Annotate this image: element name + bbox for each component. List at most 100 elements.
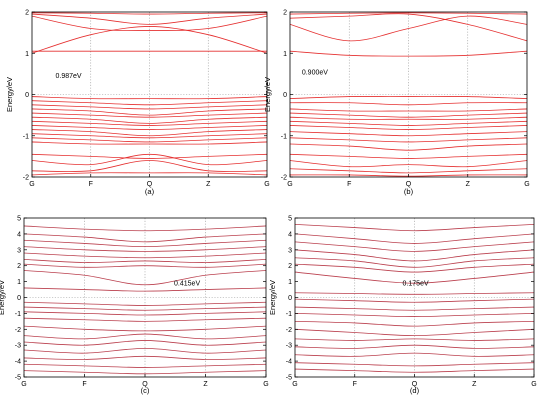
panel-2: -5 -4 -3 -2 -1 0 1 2 3 4 5 G F Q Z G Energy/eV 0.415eV (c)	[0, 216, 269, 396]
x-tick-label: G	[524, 181, 529, 188]
band-line-0	[24, 225, 266, 232]
y-tick-label: 0	[283, 92, 287, 99]
band-line-0	[295, 223, 534, 232]
panel-caption: (c)	[141, 386, 150, 395]
band-line-14	[290, 153, 527, 159]
x-tick-label: Z	[472, 381, 477, 388]
band-line-1	[295, 233, 534, 244]
x-tick-label: G	[29, 181, 34, 188]
band-line-14	[32, 133, 267, 139]
band-line-11	[290, 131, 527, 137]
band-line-20	[32, 172, 267, 176]
band-line-6	[32, 100, 267, 106]
band-line-6	[24, 263, 266, 268]
band-line-8	[290, 116, 527, 120]
band-line-16	[290, 168, 527, 174]
x-tick-label: F	[89, 181, 93, 188]
y-tick-label: 2	[25, 10, 29, 17]
y-tick-label: -1	[281, 133, 287, 140]
band-line-7	[290, 112, 527, 118]
band-line-3	[32, 13, 267, 25]
band-line-8	[32, 108, 267, 116]
band-line-12	[290, 137, 527, 143]
y-tick-label: 1	[25, 51, 29, 58]
y-tick-label: -4	[15, 359, 21, 366]
x-tick-label: Q	[406, 181, 412, 188]
band-line-7	[32, 104, 267, 110]
x-tick-label: Q	[142, 381, 148, 388]
band-line-8	[24, 287, 266, 292]
band-line-19	[24, 370, 266, 375]
x-tick-label: G	[287, 181, 292, 188]
band-line-9	[32, 112, 267, 118]
band-line-14	[24, 333, 266, 340]
band-line-16	[295, 362, 534, 367]
y-tick-label: 0	[288, 295, 292, 302]
y-tick-label: 1	[288, 279, 292, 286]
x-tick-label: Z	[203, 381, 208, 388]
band-line-13	[295, 338, 534, 341]
band-line-2	[290, 13, 527, 42]
band-line-14	[295, 344, 534, 349]
band-line-13	[24, 325, 266, 332]
y-tick-label: -2	[23, 175, 29, 182]
band-line-0	[290, 50, 527, 57]
band-line-0	[32, 26, 267, 54]
band-line-5	[295, 263, 534, 273]
band-line-5	[290, 102, 527, 106]
x-tick-label: G	[292, 381, 297, 388]
y-axis-label: Energy/eV	[263, 77, 272, 112]
band-line-3	[24, 246, 266, 252]
band-line-3	[290, 12, 527, 15]
y-tick-label: 3	[17, 247, 21, 254]
y-axis-label: Energy/eV	[0, 280, 6, 315]
band-line-16	[32, 141, 267, 145]
y-tick-label: 5	[288, 216, 292, 223]
band-line-4	[24, 252, 266, 259]
x-tick-label: Z	[466, 181, 471, 188]
panel-caption: (a)	[145, 187, 155, 196]
y-tick-label: -5	[15, 375, 21, 382]
y-tick-label: 2	[283, 10, 287, 17]
y-tick-label: 4	[17, 231, 21, 238]
band-line-17	[295, 368, 534, 373]
panel-3: -5 -4 -3 -2 -1 0 1 2 3 4 5 G F Q Z G Energy/eV 0.175eV (d)	[268, 216, 537, 396]
band-line-12	[295, 328, 534, 337]
y-tick-label: 5	[17, 216, 21, 223]
band-line-13	[32, 129, 267, 137]
x-tick-label: Q	[147, 181, 153, 188]
panel-0: -2 -1 0 1 2 G F Q Z G Energy/eV 0.987eV (a)	[5, 10, 270, 197]
band-line-19	[32, 160, 267, 172]
band-line-12	[24, 317, 266, 322]
y-tick-label: -1	[15, 311, 21, 318]
x-tick-label: F	[347, 181, 351, 188]
band-line-2	[32, 15, 267, 31]
band-line-10	[32, 116, 267, 124]
x-tick-label: G	[531, 381, 536, 388]
band-line-4	[295, 257, 534, 268]
band-line-7	[24, 270, 266, 286]
x-tick-label: G	[264, 181, 269, 188]
band-line-4	[290, 96, 527, 100]
y-tick-label: -3	[15, 343, 21, 350]
band-line-1	[24, 233, 266, 243]
band-line-4	[32, 12, 267, 15]
band-line-15	[32, 137, 267, 143]
y-tick-label: -4	[286, 359, 292, 366]
band-line-2	[24, 239, 266, 248]
band-line-17	[24, 355, 266, 360]
y-axis-label: Energy/eV	[268, 280, 277, 315]
band-line-5	[32, 96, 267, 100]
band-line-8	[295, 298, 534, 303]
y-tick-label: -2	[281, 175, 287, 182]
x-tick-label: Z	[206, 181, 211, 188]
panel-1: -2 -1 0 1 2 G F Q Z G Energy/eV 0.900eV (b)	[263, 10, 530, 197]
y-tick-label: 2	[288, 263, 292, 270]
band-line-1	[290, 15, 527, 42]
band-line-6	[295, 271, 534, 284]
x-tick-label: G	[21, 381, 26, 388]
y-tick-label: -3	[286, 343, 292, 350]
x-tick-label: F	[353, 381, 357, 388]
band-line-9	[290, 120, 527, 126]
band-line-15	[290, 160, 527, 168]
